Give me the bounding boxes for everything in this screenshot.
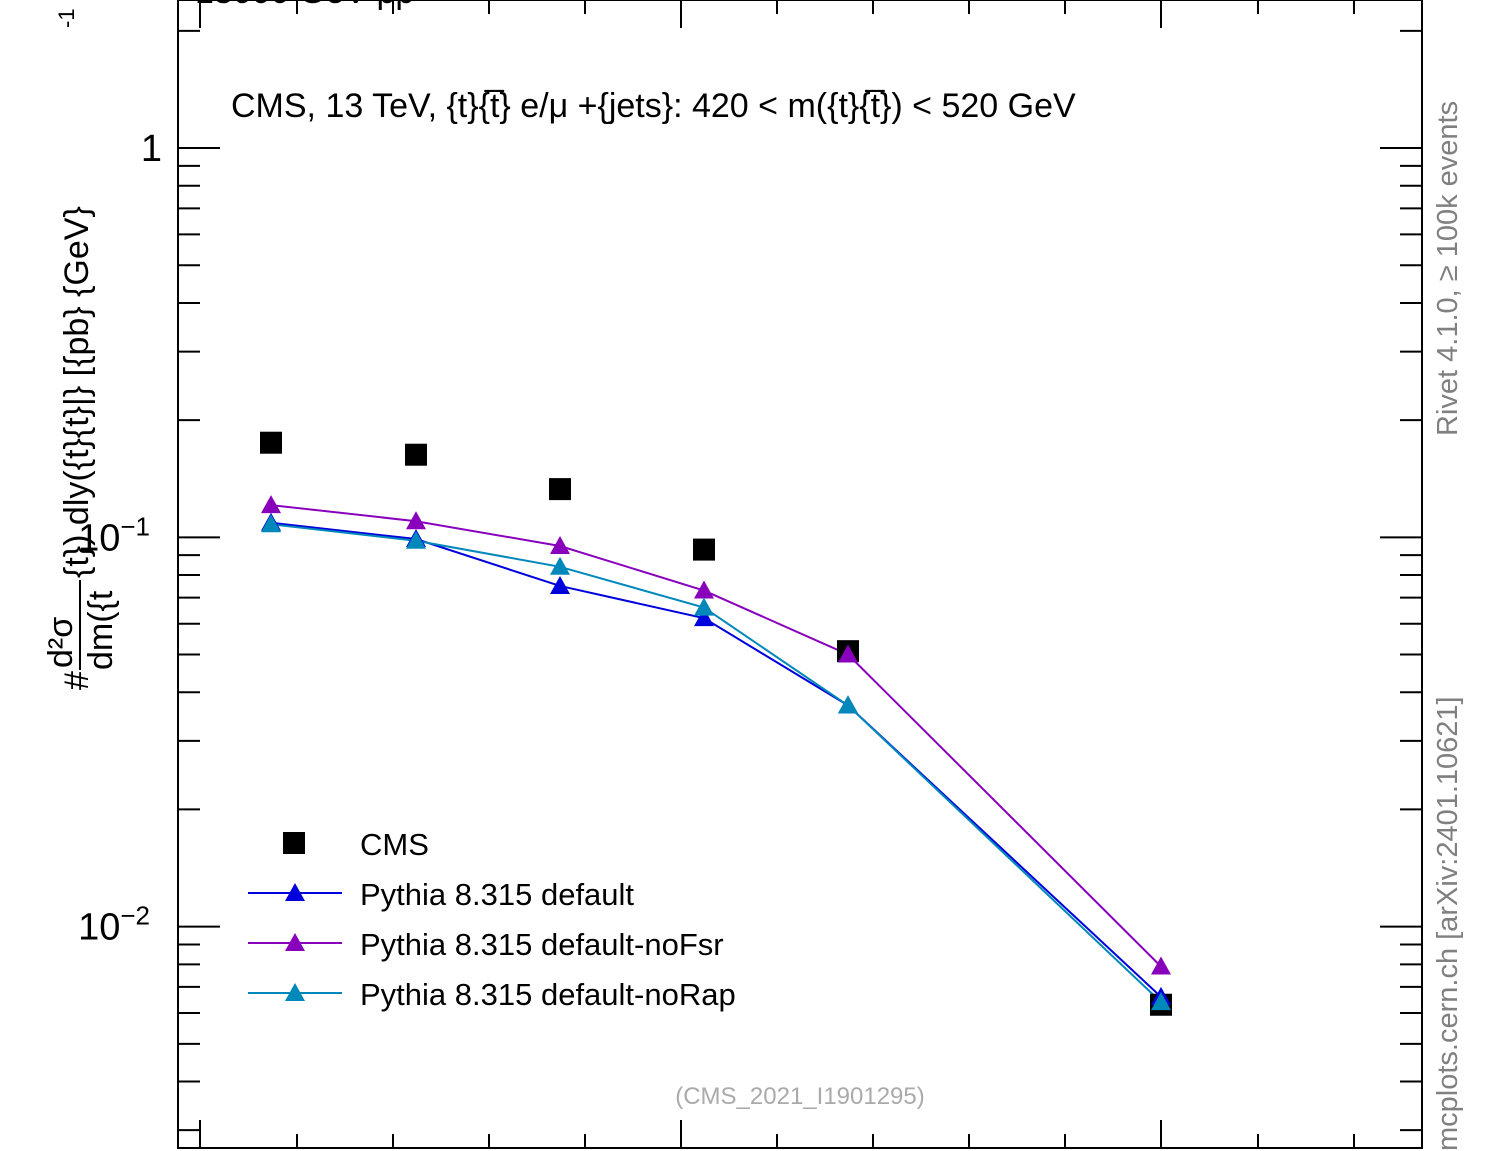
data-point-square [549,478,571,501]
data-point-triangle [694,597,714,616]
data-point-triangle [261,514,281,533]
legend-label: Pythia 8.315 default [360,877,634,912]
legend-label: CMS [360,827,429,862]
plot-border [177,0,1423,1149]
y-tick-label: 1 [141,128,162,170]
y-axis-label: # d²σ dm({t {t}) dly({t}{t}|} [{pb} {GeV… [42,8,120,690]
rivet-label: Rivet 4.1.0, ≥ 100k events [1432,100,1464,436]
data-point-square [693,538,715,561]
y-tick-label: 10−2 [78,901,150,949]
data-point-triangle [261,495,281,514]
y-label-rest: {t}) dly({t}{t}|} [{pb} {GeV} [58,206,96,578]
y-label-frac-num: d²σ [42,617,80,668]
series-line [270,523,1162,1003]
y-label-prefix: # [58,671,96,690]
data-point-triangle [1151,956,1171,975]
data-point-square [405,443,427,466]
legend-label: Pythia 8.315 default-noFsr [360,927,724,962]
legend-marker [283,832,305,854]
y-tick-label: 10−1 [78,511,150,559]
data-point-triangle [694,608,714,627]
data-point-triangle [550,535,570,554]
y-label-exponent: -1 [54,8,79,28]
data-point-triangle [838,644,858,663]
plot-frame [177,0,1423,1149]
data-point-triangle [694,580,714,599]
series-line [270,504,1162,968]
series-line [270,521,1162,998]
data-point-square [260,431,282,454]
data-point-triangle [1151,992,1171,1011]
data-point-triangle [550,556,570,575]
y-label-frac-den: dm({t [82,590,120,670]
watermark-label: (CMS_2021_I1901295) [675,1083,925,1110]
series-markers [260,431,1172,1016]
plot-title: CMS, 13 TeV, {t}{t̅} e/μ +{jets}: 420 < … [231,87,1076,125]
legend: CMS Pythia 8.315 default Pythia 8.315 defa… [248,827,736,1012]
legend-marker [285,933,305,951]
data-point-triangle [838,695,858,714]
header-beam: 13000 GeV pp [195,0,414,11]
mcplots-label: mcplots.cern.ch [arXiv:2401.10621] [1432,696,1464,1151]
legend-marker [285,983,305,1001]
data-point-triangle [406,511,426,530]
legend-marker [285,883,305,901]
series-lines [270,504,1162,1003]
y-tick-labels: 1 10−1 10−2 [78,128,162,949]
data-point-triangle [550,575,570,594]
data-point-triangle [406,530,426,549]
legend-label: Pythia 8.315 default-noRap [360,977,736,1012]
